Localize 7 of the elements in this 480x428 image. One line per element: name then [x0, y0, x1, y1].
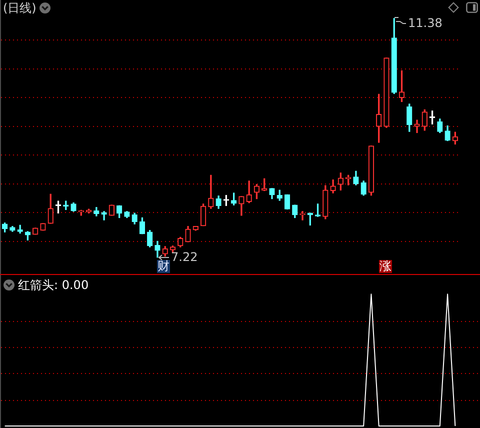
annotation: 7.22: [171, 250, 198, 264]
candlestick: [414, 120, 420, 134]
chart-title: 红箭头: 0.00: [18, 278, 89, 292]
annotation: 涨: [380, 259, 392, 274]
chart-title: (日线): [3, 1, 36, 15]
annotation: 11.38: [408, 16, 442, 30]
annotation: 财: [158, 259, 170, 274]
